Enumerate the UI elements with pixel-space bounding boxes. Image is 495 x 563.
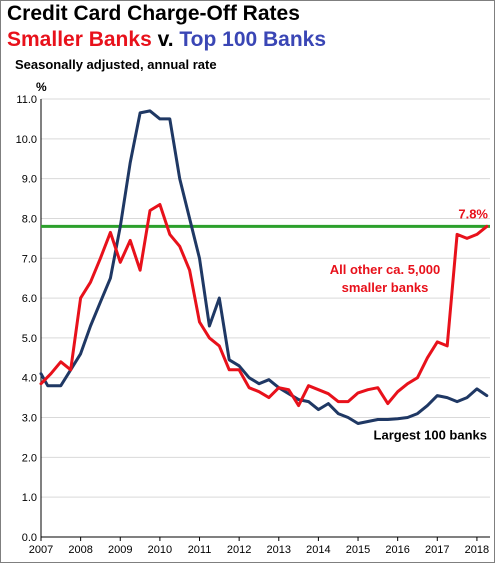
y-tick-label: 3.0: [22, 413, 37, 425]
x-tick-label: 2009: [108, 544, 132, 556]
x-tick-label: 2011: [188, 544, 212, 556]
x-tick-label: 2016: [385, 544, 409, 556]
x-tick-label: 2010: [148, 544, 172, 556]
end-value-label: 7.8%: [458, 206, 488, 221]
y-tick-label: 4.0: [22, 373, 37, 385]
x-tick-label: 2013: [267, 544, 291, 556]
largest-banks-label: Largest 100 banks: [374, 427, 487, 442]
y-tick-label: 10.0: [16, 134, 37, 146]
annotations: 7.8% All other ca. 5,000 smaller banks Larg…: [330, 206, 489, 442]
y-tick-label: 11.0: [16, 94, 37, 106]
y-tick-label: 0.0: [22, 532, 37, 544]
x-tick-label: 2012: [227, 544, 251, 556]
x-tick-label: 2008: [68, 544, 92, 556]
subtitle-versus: v.: [151, 28, 180, 51]
smaller-banks-label-line2: smaller banks: [342, 280, 429, 295]
x-tick-label: 2015: [346, 544, 370, 556]
y-axis-label: %: [36, 80, 47, 94]
grid-lines: [41, 98, 490, 498]
series-line-smaller-banks: [39, 203, 489, 408]
subtitle-top-banks: Top 100 Banks: [179, 28, 327, 51]
y-tick-label: 9.0: [22, 174, 37, 186]
subtitle-small-banks: Smaller Banks: [7, 28, 152, 51]
y-tick-label: 1.0: [22, 492, 37, 504]
y-tick-label: 8.0: [22, 213, 37, 225]
y-tick-label: 6.0: [22, 293, 37, 305]
y-tick-label: 7.0: [22, 253, 37, 265]
chart-title: Credit Card Charge-Off Rates: [7, 2, 300, 25]
series-lines: [39, 109, 489, 425]
x-tick-label: 2018: [465, 544, 489, 556]
x-tick-label: 2017: [425, 544, 449, 556]
chart-note: Seasonally adjusted, annual rate: [15, 57, 217, 72]
y-tick-label: 5.0: [22, 333, 37, 345]
x-tick-label: 2007: [29, 544, 53, 556]
y-tick-label: 2.0: [22, 452, 37, 464]
chart-subtitle: Smaller Banks v. Top 100 Banks: [7, 28, 326, 52]
x-tick-label: 2014: [306, 544, 330, 556]
smaller-banks-label-line1: All other ca. 5,000: [330, 262, 441, 277]
axes: 0.0 1.0 2.0 3.0 4.0 5.0 6.0 7.0 8.0 9.0 10.0 11.0% 2…: [16, 80, 490, 556]
series-line-largest-banks: [39, 109, 489, 425]
